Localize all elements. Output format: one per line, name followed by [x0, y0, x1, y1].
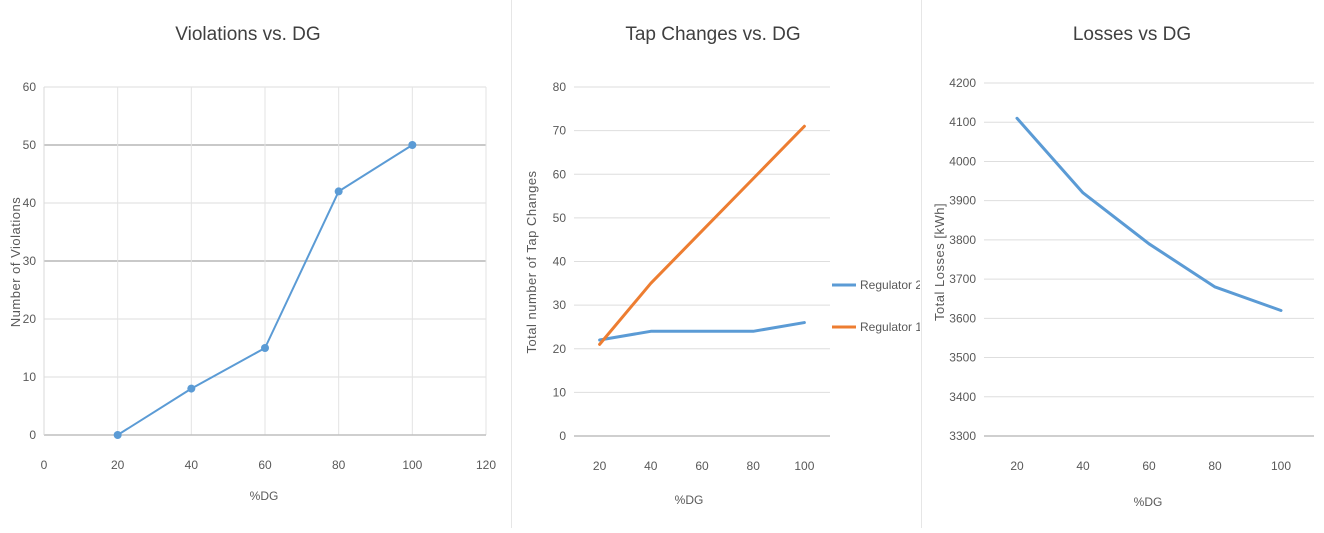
x-axis-label: %DG	[675, 493, 704, 507]
chart-title: Tap Changes vs. DG	[625, 24, 800, 45]
y-tick-label: 60	[23, 80, 37, 94]
x-tick-label: 20	[593, 459, 607, 473]
chart-panel-losses: Losses vs DG Total Losses [kWh] %DG 3300…	[922, 0, 1324, 528]
legend-label-regulator-1: Regulator 1	[860, 320, 920, 334]
data-point	[113, 431, 122, 439]
plot-area: 0 10 20 30 40 50 60 0 20 40 60 80 100 120	[23, 80, 497, 472]
y-tick-label: 3900	[949, 194, 976, 208]
plot-area: 0 10 20 30 40 50 60 70 80 20 40 60 80 100	[553, 80, 830, 473]
x-tick-label: 100	[794, 459, 814, 473]
y-tick-label: 70	[553, 124, 567, 138]
y-tick-label: 3600	[949, 311, 976, 325]
x-tick-label: 80	[1208, 459, 1222, 473]
y-tick-label: 60	[553, 167, 567, 181]
y-tick-label: 0	[559, 429, 566, 443]
data-point	[408, 141, 417, 149]
regulator-2-line	[598, 321, 806, 342]
y-tick-label: 3700	[949, 272, 976, 286]
y-tick-label: 3400	[949, 390, 976, 404]
chart-title: Losses vs DG	[1073, 24, 1191, 45]
y-tick-label: 3300	[949, 429, 976, 443]
x-axis-label: %DG	[250, 489, 279, 503]
x-tick-label: 40	[644, 459, 658, 473]
y-tick-label: 30	[23, 254, 37, 268]
legend: Regulator 2 Regulator 1	[832, 278, 922, 334]
y-tick-label: 0	[29, 428, 36, 442]
legend-label-regulator-2: Regulator 2	[860, 278, 920, 292]
plot-area: 3300 3400 3500 3600 3700 3800 3900 4000 4100 4200…	[949, 76, 1314, 473]
data-point	[261, 344, 269, 352]
y-tick-label: 3800	[949, 233, 976, 247]
y-tick-label: 3500	[949, 351, 976, 365]
y-tick-label: 50	[23, 138, 37, 152]
violations-chart: Violations vs. DG Number of Violations %…	[8, 24, 497, 503]
x-tick-label: 60	[258, 458, 272, 472]
y-tick-label: 4100	[949, 115, 976, 129]
chart-panel-violations: Violations vs. DG Number of Violations %…	[0, 0, 510, 528]
chart-title: Violations vs. DG	[175, 24, 320, 45]
y-tick-label: 10	[23, 370, 37, 384]
x-tick-label: 60	[1142, 459, 1156, 473]
y-tick-label: 4000	[949, 154, 976, 168]
panel-divider	[921, 0, 922, 528]
tap-changes-chart: Tap Changes vs. DG Total number of Tap C…	[524, 24, 922, 507]
panel-divider	[511, 0, 512, 528]
x-tick-label: 0	[41, 458, 48, 472]
x-tick-label: 60	[695, 459, 709, 473]
y-tick-label: 40	[553, 255, 567, 269]
series-line	[1015, 116, 1283, 312]
losses-chart: Losses vs DG Total Losses [kWh] %DG 3300…	[932, 24, 1314, 509]
y-tick-label: 20	[23, 312, 37, 326]
y-axis-label: Total number of Tap Changes	[524, 170, 539, 353]
x-tick-label: 20	[111, 458, 125, 472]
x-tick-label: 80	[747, 459, 761, 473]
y-axis-label: Total Losses [kWh]	[932, 203, 947, 321]
x-axis-label: %DG	[1134, 495, 1163, 509]
chart-panel-tap-changes: Tap Changes vs. DG Total number of Tap C…	[512, 0, 922, 528]
data-point	[187, 384, 196, 393]
y-tick-label: 80	[553, 80, 567, 94]
y-tick-label: 20	[553, 342, 567, 356]
data-point	[334, 187, 343, 196]
x-tick-label: 120	[476, 458, 496, 472]
x-tick-label: 40	[1076, 459, 1090, 473]
y-tick-label: 4200	[949, 76, 976, 90]
y-tick-label: 30	[553, 298, 567, 312]
regulator-1-line	[598, 124, 806, 346]
x-tick-label: 20	[1010, 459, 1024, 473]
x-tick-label: 80	[332, 458, 346, 472]
x-tick-label: 40	[185, 458, 199, 472]
x-tick-label: 100	[1271, 459, 1291, 473]
y-tick-label: 50	[553, 211, 567, 225]
y-tick-label: 10	[553, 385, 567, 399]
y-axis-label: Number of Violations	[8, 197, 23, 327]
y-tick-label: 40	[23, 196, 37, 210]
x-tick-label: 100	[402, 458, 422, 472]
